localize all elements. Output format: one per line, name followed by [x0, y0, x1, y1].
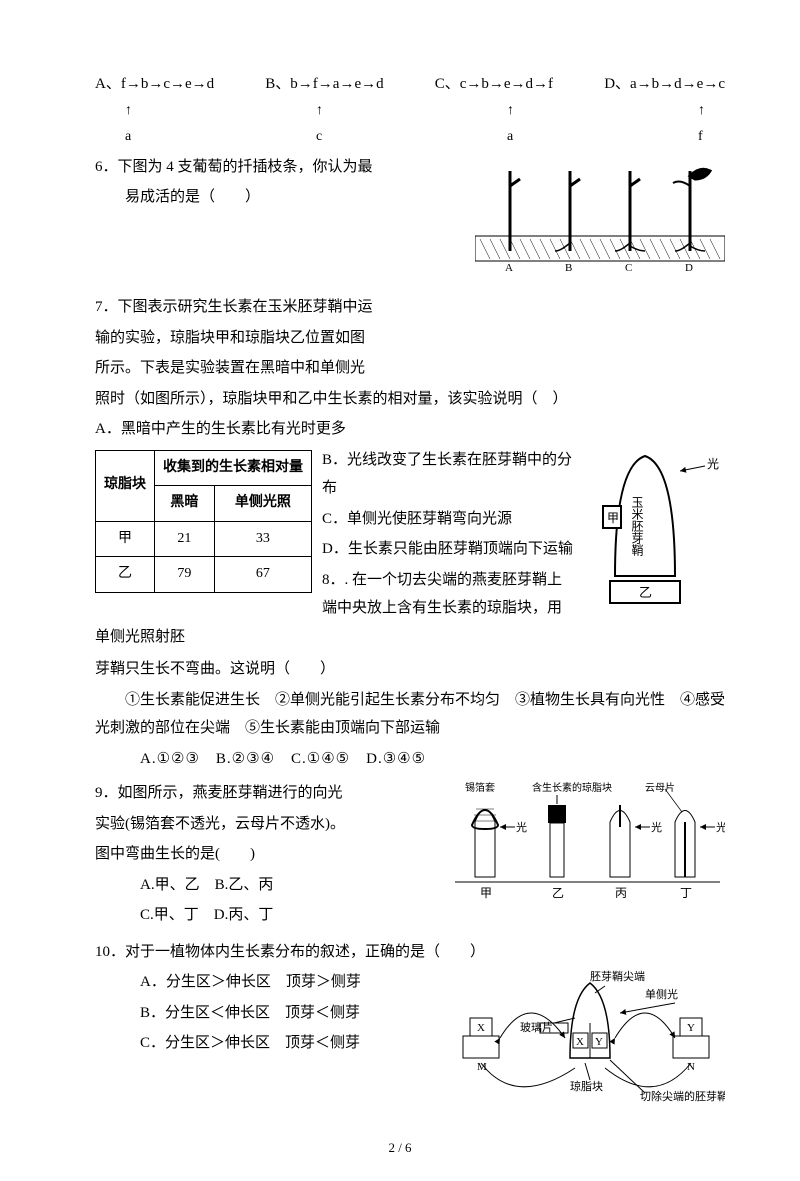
svg-text:甲: 甲 [480, 886, 492, 900]
svg-text:Y: Y [687, 1022, 695, 1034]
svg-text:琼脂块: 琼脂块 [570, 1079, 603, 1093]
svg-text:乙: 乙 [552, 886, 564, 900]
svg-text:光: 光 [651, 820, 662, 834]
svg-text:D: D [685, 262, 693, 271]
fig-q10: X Y 玻璃片 胚芽鞘尖端 单侧光 琼脂块 切除尖端的胚芽鞘 X [445, 968, 725, 1129]
svg-text:A: A [505, 262, 513, 271]
opt-b: B、b→f→a→e→d [265, 70, 383, 99]
sub-a: ↑a [125, 98, 132, 151]
opt-c: C、c→b→e→d→f [435, 70, 553, 99]
svg-text:丙: 丙 [615, 886, 627, 900]
sub-d: ↑f [698, 98, 705, 151]
svg-text:C: C [625, 262, 632, 271]
opt-d: D、a→b→d→e→c [604, 70, 725, 99]
svg-text:X: X [477, 1022, 485, 1034]
svg-text:X: X [576, 1036, 584, 1048]
svg-text:玻璃片: 玻璃片 [520, 1020, 553, 1034]
svg-text:光: 光 [707, 457, 719, 471]
svg-text:单侧光: 单侧光 [645, 987, 678, 1001]
svg-text:光: 光 [716, 820, 725, 834]
q7-l4: 照时（如图所示），琼脂块甲和乙中生长素的相对量，该实验说明（ ） [95, 385, 725, 414]
sub-b: ↑c [316, 98, 323, 151]
svg-text:含生长素的琼脂块: 含生长素的琼脂块 [532, 781, 612, 794]
opt-a: A、f→b→c→e→d [95, 70, 214, 99]
fig-q6: A B C D [475, 151, 725, 282]
sub-c: ↑a [507, 98, 514, 151]
q7-l1: 7．下图表示研究生长素在玉米胚芽鞘中运 [95, 293, 725, 322]
svg-text:丁: 丁 [680, 886, 692, 900]
q10-l1: 10．对于一植物体内生长素分布的叙述，正确的是（ ） [95, 938, 725, 967]
svg-text:B: B [565, 262, 572, 271]
q7-l3: 所示。下表是实验装置在黑暗中和单侧光 [95, 354, 725, 383]
svg-text:乙: 乙 [639, 585, 652, 600]
table-q7: 琼脂块 收集到的生长素相对量 黑暗 单侧光照 甲2133 乙7967 [95, 450, 312, 593]
fig-q9: 光 甲 锡箔套 乙 含生长素的琼脂块 光 丙 光 丁 [450, 777, 725, 923]
q7-a: A．黑暗中产生的生长素比有光时更多 [95, 415, 725, 444]
svg-text:M: M [477, 1061, 487, 1073]
svg-text:云母片: 云母片 [645, 781, 675, 794]
q8-stmts: ①生长素能促进生长 ②单侧光能引起生长素分布不均匀 ③植物生长具有向光性 ④感受… [95, 686, 725, 743]
q8-opts: A.①②③ B.②③④ C.①④⑤ D.③④⑤ [95, 745, 725, 774]
svg-text:胚芽鞘尖端: 胚芽鞘尖端 [590, 969, 645, 983]
svg-text:玉米胚芽鞘: 玉米胚芽鞘 [630, 496, 644, 557]
q8-l2: 芽鞘只生长不弯曲。这说明（ ） [95, 655, 725, 684]
page-number: 2 / 6 [0, 1136, 800, 1161]
svg-text:切除尖端的胚芽鞘: 切除尖端的胚芽鞘 [640, 1089, 725, 1103]
svg-text:Y: Y [595, 1036, 603, 1048]
svg-text:锡箔套: 锡箔套 [465, 781, 495, 794]
svg-text:甲: 甲 [607, 511, 619, 525]
q7-l2: 输的实验，琼脂块甲和琼脂块乙位置如图 [95, 324, 725, 353]
svg-text:光: 光 [516, 820, 527, 834]
fig-q7: 甲 玉米胚芽鞘 光 乙 [585, 446, 725, 632]
